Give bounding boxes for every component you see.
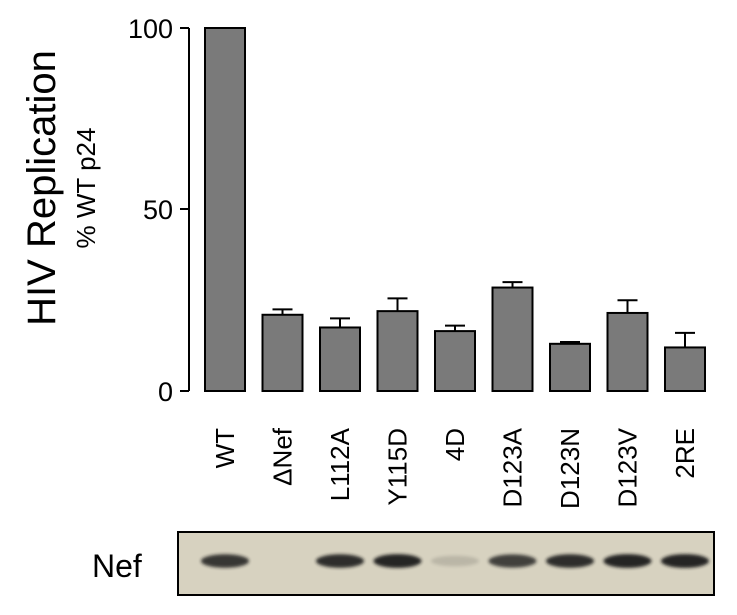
category-labels: WT ΔNef L112A Y115D 4D D123A D123N D123V 2RE [210,427,700,509]
category-label: 4D [440,428,470,461]
y-tick-label: 100 [128,14,173,44]
bar-l112a [319,326,361,393]
bar-y115d [376,310,419,393]
blot-band [373,554,422,568]
y-axis-subtitle: % WT p24 [71,128,101,249]
blot-band [488,554,537,568]
bar-d123a [491,286,534,393]
bar-2re [664,346,706,393]
bar-nef [261,313,304,392]
bar-d123n [549,342,591,392]
blot-label: Nef [92,548,142,584]
y-axis-ticks: 100 50 0 [128,14,189,407]
blot-band [201,554,249,568]
category-label: D123N [555,428,585,509]
bar-wt [204,27,246,392]
blot-band [431,555,479,567]
y-axis-title: HIV Replication [20,50,64,326]
bar-series [204,27,706,393]
category-label: WT [210,428,240,469]
category-label: D123V [613,427,643,507]
category-label: ΔNef [268,427,298,486]
y-tick-label: 50 [143,195,173,225]
blot-band [316,554,364,568]
error-bars [272,281,695,348]
blot-bands [201,554,709,568]
blot-band [603,554,652,568]
category-label: D123A [498,427,528,507]
category-label: 2RE [670,428,700,479]
blot-band [661,554,709,568]
bar-d123v [606,311,649,392]
bar-4d [434,330,476,393]
category-label: Y115D [383,428,413,506]
blot-band [546,554,594,568]
category-label: L112A [325,427,355,501]
y-tick-label: 0 [158,377,173,407]
